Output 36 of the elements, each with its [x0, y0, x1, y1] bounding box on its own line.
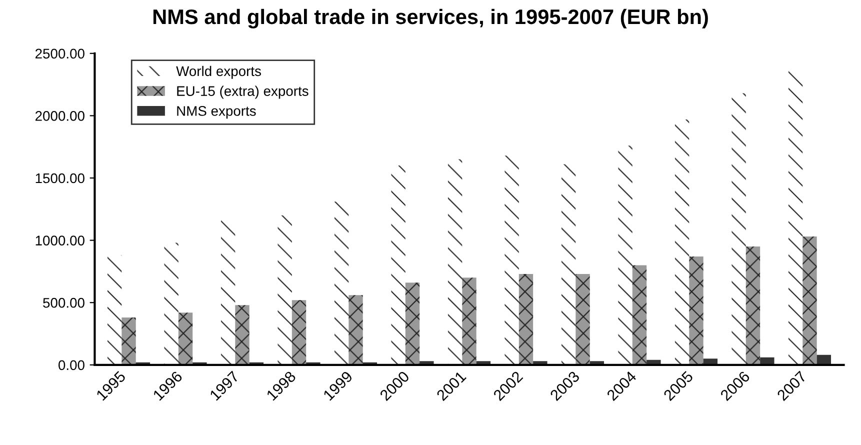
bar [278, 215, 292, 365]
bar [292, 300, 306, 365]
bar [504, 156, 519, 365]
bar [561, 164, 576, 365]
chart-title: NMS and global trade in services, in 1995-2007 (EUR bn) [153, 8, 708, 28]
bar [348, 295, 363, 365]
bar [462, 278, 476, 365]
bar [122, 318, 136, 365]
y-tick-label: 0.00 [58, 360, 84, 370]
bar [220, 220, 236, 365]
legend-label: World exports [176, 66, 261, 79]
bar [788, 70, 803, 365]
bar [689, 256, 704, 365]
bar [576, 274, 590, 365]
bar [448, 159, 462, 365]
bar [746, 246, 760, 365]
y-tick-label: 1500.00 [36, 173, 84, 184]
bar [518, 274, 534, 365]
bar [802, 236, 817, 365]
bar [632, 265, 647, 365]
y-tick-label: 2000.00 [35, 111, 84, 121]
bar [391, 166, 406, 365]
y-tick-label: 1000.00 [36, 236, 84, 246]
bar [732, 93, 746, 365]
y-tick-label: 500.00 [43, 298, 84, 308]
bar [674, 119, 690, 365]
legend-label: EU-15 (extra) exports [177, 86, 308, 99]
bar [334, 202, 349, 365]
bar [107, 255, 122, 365]
y-tick-label: 2500.00 [35, 48, 84, 59]
legend-label: NMS exports [177, 106, 256, 119]
bar [178, 312, 193, 365]
bar [618, 146, 632, 365]
bar [164, 242, 178, 365]
bar [405, 282, 420, 365]
bar [235, 305, 250, 365]
